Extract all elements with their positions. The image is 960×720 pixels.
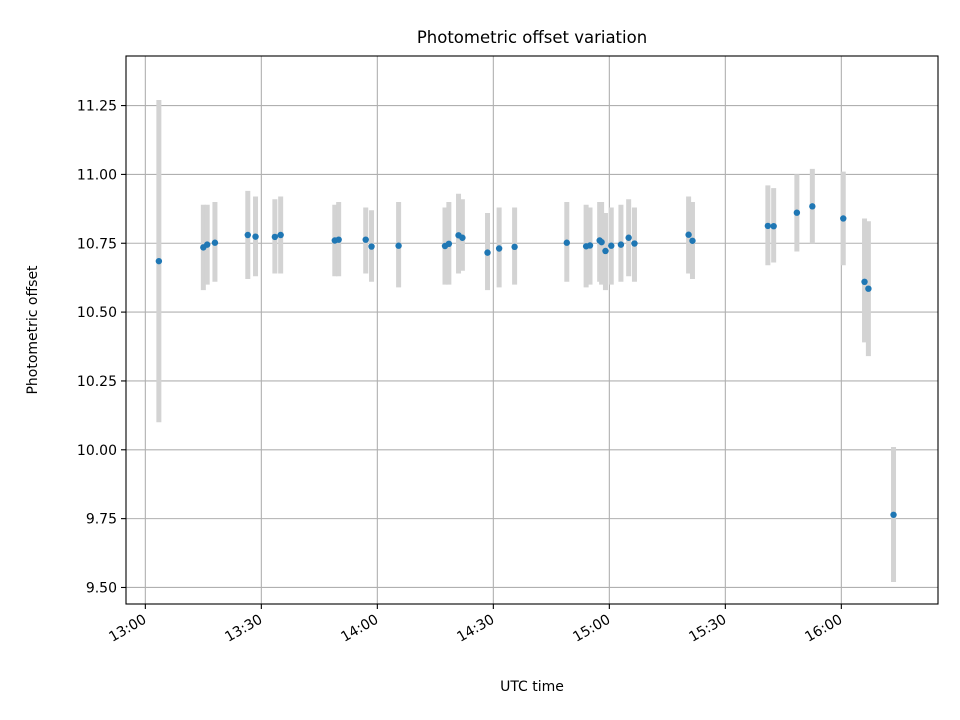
- data-point: [459, 234, 466, 241]
- data-point: [211, 239, 219, 246]
- data-points: [155, 203, 897, 518]
- data-point: [809, 203, 816, 210]
- y-tick-label: 10.00: [77, 443, 117, 459]
- y-tick-label: 11.25: [77, 99, 117, 115]
- y-axis-label: Photometric offset: [25, 265, 41, 395]
- y-tick-label: 9.75: [86, 512, 117, 528]
- data-point: [685, 231, 692, 238]
- data-point: [252, 233, 259, 240]
- data-point: [484, 249, 491, 256]
- data-point: [362, 236, 369, 243]
- data-point: [764, 222, 772, 230]
- data-point: [271, 233, 279, 241]
- data-point: [277, 231, 284, 239]
- data-point: [395, 242, 402, 249]
- y-tick-label: 10.50: [77, 305, 117, 321]
- data-point: [563, 239, 570, 246]
- data-point: [244, 231, 251, 239]
- data-point: [865, 285, 872, 292]
- data-point: [770, 222, 777, 230]
- y-tick-label: 9.50: [86, 580, 117, 596]
- plot-frame: [125, 55, 939, 605]
- y-tick-label: 11.00: [77, 167, 117, 183]
- data-point: [598, 238, 605, 246]
- data-point: [155, 257, 163, 265]
- data-point: [445, 240, 453, 248]
- data-point: [511, 243, 518, 251]
- data-point: [861, 278, 868, 286]
- data-point: [617, 241, 625, 248]
- chart-title: Photometric offset variation: [417, 28, 647, 47]
- data-point: [890, 511, 897, 518]
- data-point: [631, 240, 638, 247]
- data-point: [608, 242, 615, 249]
- data-point: [793, 209, 801, 216]
- data-point: [368, 243, 375, 250]
- y-tick-label: 10.75: [77, 236, 117, 252]
- data-point: [335, 236, 342, 243]
- y-axis-ticks: 9.50 9.75 10.00 10.25 10.50 10.75 11.00 11.25: [77, 99, 126, 596]
- data-point: [495, 245, 503, 252]
- gridlines: [126, 56, 938, 604]
- data-point: [586, 242, 594, 249]
- data-point: [204, 241, 211, 248]
- data-point: [840, 215, 847, 222]
- data-point: [625, 234, 632, 241]
- x-axis-label: UTC time: [500, 679, 564, 695]
- y-tick-label: 10.25: [77, 374, 117, 390]
- data-point: [689, 237, 696, 244]
- data-point: [602, 247, 609, 255]
